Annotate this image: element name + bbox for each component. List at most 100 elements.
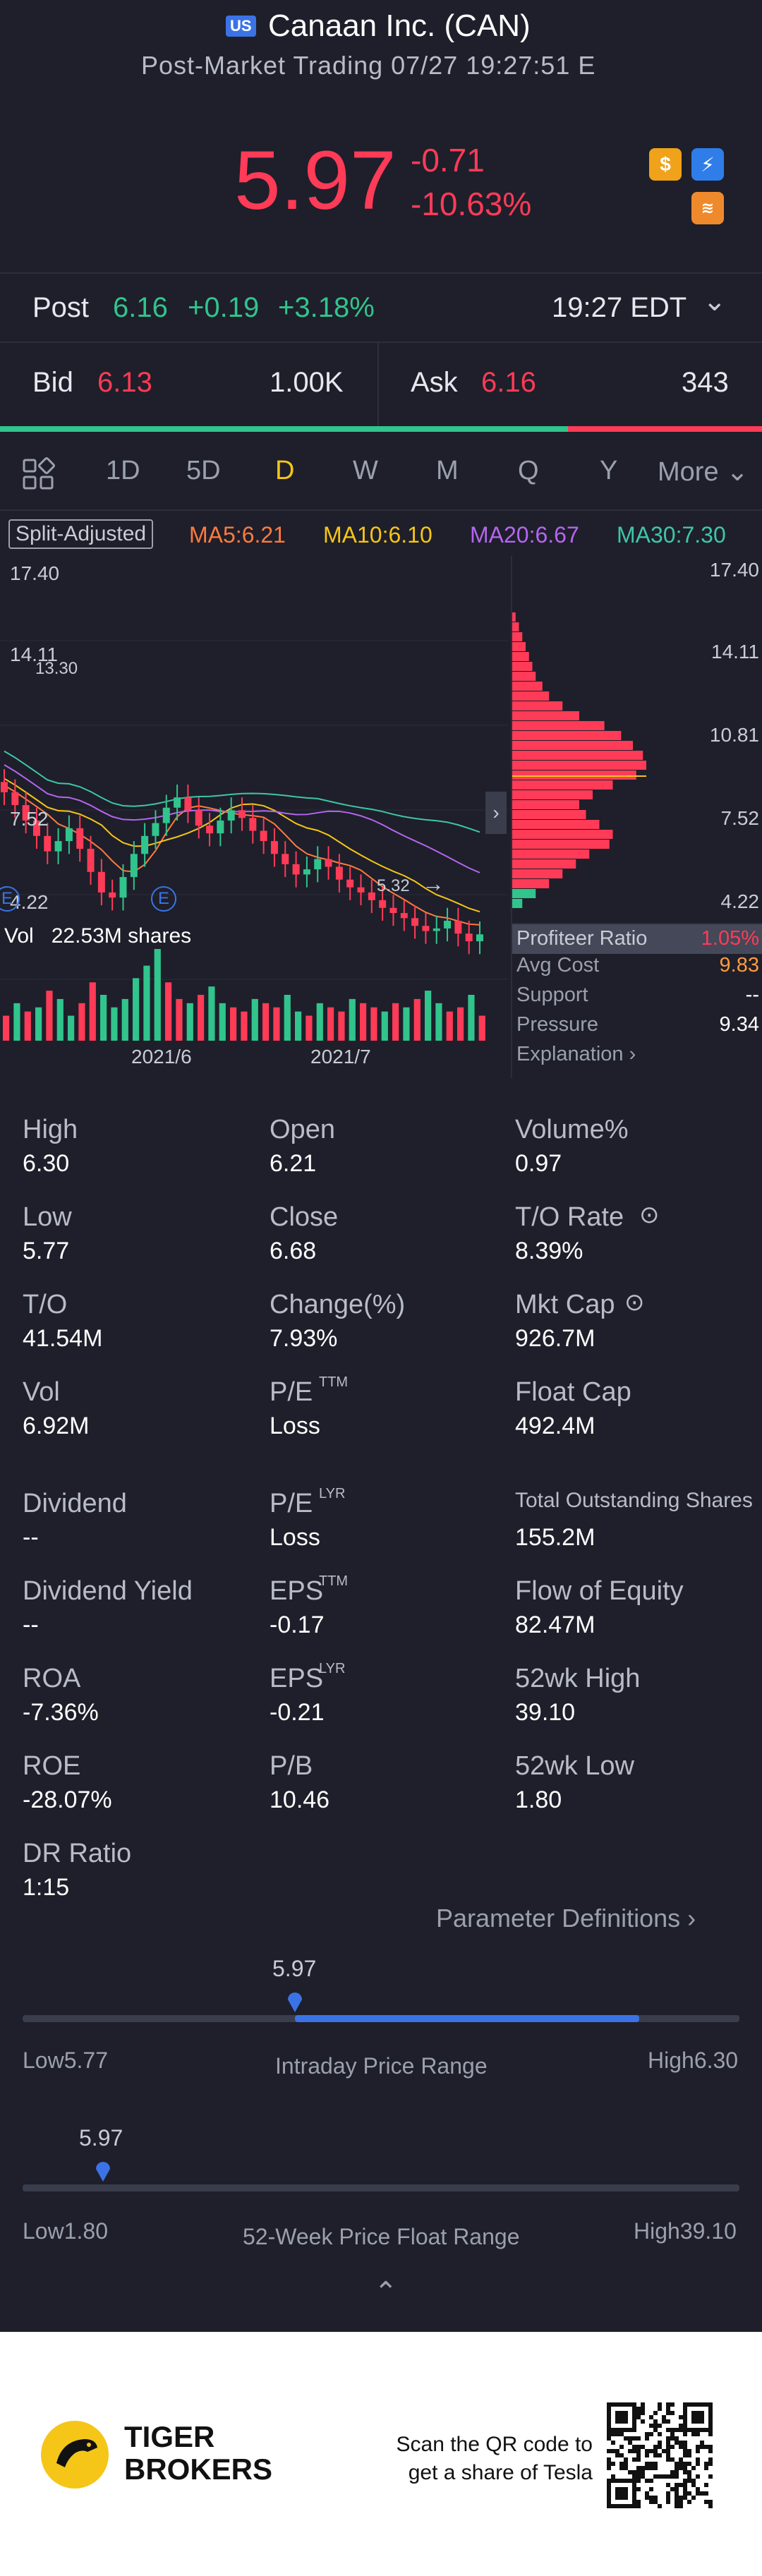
volume-bar: [478, 1015, 485, 1041]
chart-layout-icon[interactable]: [21, 457, 55, 491]
volume-bar: [133, 978, 140, 1041]
dollar-icon[interactable]: $: [649, 148, 682, 181]
stat-value: 6.68: [270, 1238, 317, 1264]
volume-label: Vol 22.53M shares: [4, 924, 191, 948]
tab-5d[interactable]: 5D: [186, 456, 221, 485]
earnings-marker[interactable]: E: [151, 886, 176, 912]
volume-bar: [262, 1003, 270, 1041]
stat-value: 6.21: [270, 1150, 317, 1177]
chip-bar: [512, 820, 600, 829]
stat-label: Volume%: [515, 1115, 629, 1144]
stat-label: Dividend Yield: [23, 1576, 193, 1606]
chip-bar: [512, 731, 622, 740]
stat-value: -0.21: [270, 1699, 325, 1726]
chip-bar: [512, 889, 536, 898]
stat-value: 155.2M: [515, 1524, 595, 1551]
chip-distribution-panel[interactable]: 17.40 14.11 10.81 7.52 4.22 Profiteer Ra…: [511, 556, 762, 1078]
tab-more[interactable]: More ⌄: [658, 457, 749, 487]
candle-body: [400, 913, 408, 919]
chip-bar: [512, 711, 579, 720]
info-icon[interactable]: ⊙: [639, 1202, 660, 1228]
qr-code[interactable]: [607, 2402, 713, 2508]
chip-bar: [512, 751, 643, 760]
info-icon[interactable]: ⊙: [624, 1289, 645, 1316]
candle-body: [303, 869, 310, 875]
candle-body: [465, 933, 473, 942]
chip-bar: [512, 830, 613, 839]
volume-bar: [370, 1007, 377, 1041]
chip-bar: [512, 810, 586, 819]
stat-value: --: [23, 1611, 39, 1638]
stat-value: 926.7M: [515, 1325, 595, 1352]
tab-quarter[interactable]: Q: [518, 456, 539, 485]
price-chart[interactable]: [0, 556, 508, 1064]
candle-body: [335, 866, 343, 880]
volume-bar: [241, 1011, 248, 1041]
stock-title: Canaan Inc. (CAN): [268, 8, 531, 43]
stat-label: 52wk High: [515, 1664, 641, 1693]
candle-body: [162, 807, 170, 823]
volume-bar: [403, 1007, 410, 1041]
volume-bar: [35, 1007, 42, 1041]
stat-label: Flow of Equity: [515, 1576, 684, 1606]
x-tick-july: 2021/7: [310, 1046, 371, 1068]
tab-month[interactable]: M: [436, 456, 459, 485]
candle-body: [411, 918, 419, 926]
intraday-low: Low5.77: [23, 2048, 108, 2073]
brand-line: TIGER: [124, 2420, 215, 2453]
volume-bar: [457, 1007, 464, 1041]
volume-bar: [208, 986, 215, 1041]
candle-body: [422, 926, 430, 931]
volume-bar: [13, 1003, 20, 1041]
chip-bar: [512, 849, 590, 859]
tab-year[interactable]: Y: [600, 456, 618, 485]
tab-week[interactable]: W: [353, 456, 378, 485]
candle-body: [454, 920, 462, 934]
volume-bar: [165, 982, 172, 1041]
volume-bar: [295, 1011, 302, 1041]
chip-bar: [512, 691, 550, 701]
stat-value: 7.93%: [270, 1325, 338, 1352]
week52-current: 5.97: [79, 2125, 123, 2151]
chip-bar: [512, 632, 523, 641]
candle-body: [65, 828, 73, 842]
volume-bar: [198, 995, 205, 1041]
expand-chips-icon[interactable]: ›: [485, 792, 507, 834]
chip-bar: [512, 672, 536, 681]
layers-icon[interactable]: ≋: [691, 192, 724, 224]
post-market-row[interactable]: Post 6.16 +0.19 +3.18% 19:27 EDT ⌄: [0, 272, 762, 343]
volume-bar: [425, 991, 432, 1041]
volume-bar: [306, 1015, 313, 1041]
chevron-up-icon[interactable]: ⌃: [374, 2277, 398, 2308]
tab-day[interactable]: D: [275, 456, 295, 485]
split-adjusted-toggle[interactable]: Split-Adjusted: [8, 519, 154, 549]
volume-bar: [143, 965, 150, 1041]
earnings-marker[interactable]: E: [0, 886, 20, 912]
bid-ask-row: Bid 6.13 1.00K Ask 6.16 343: [0, 343, 762, 426]
stat-label: Close: [270, 1202, 339, 1232]
candle-body: [87, 848, 95, 872]
week52-high: High39.10: [634, 2218, 737, 2244]
explanation-link[interactable]: Explanation ›: [512, 1043, 762, 1072]
volume-bar: [176, 998, 183, 1041]
bid-volume-bar: [0, 426, 568, 432]
candle-body: [1, 782, 8, 792]
ma30-value: MA30:7.30: [617, 522, 726, 548]
candle-body: [32, 820, 40, 836]
candle-body: [444, 920, 452, 929]
volume-bar: [230, 1007, 237, 1041]
chip-tick: 14.11: [711, 641, 759, 663]
candle-body: [11, 792, 19, 806]
ask-volume-bar: [568, 426, 762, 432]
tab-1d[interactable]: 1D: [106, 456, 140, 485]
chevron-down-icon[interactable]: ⌄: [703, 286, 727, 317]
post-change: +0.19: [188, 292, 260, 323]
ma30-line: [4, 750, 480, 833]
ask-price: 6.16: [481, 367, 536, 398]
intraday-current: 5.97: [272, 1956, 317, 1981]
parameter-definitions-link[interactable]: Parameter Definitions ›: [436, 1904, 696, 1933]
map-pin-icon: [94, 2158, 112, 2183]
chip-bar: [512, 721, 605, 730]
bolt-icon[interactable]: ⚡: [691, 148, 724, 181]
volume-bar: [78, 1003, 85, 1041]
